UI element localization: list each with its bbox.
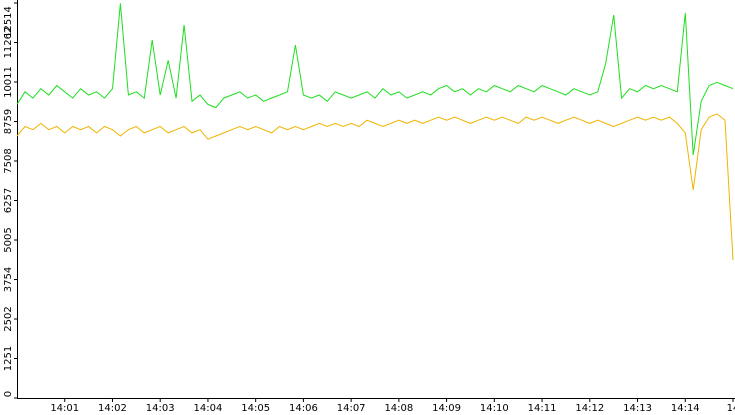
y-tick-label: 8759: [3, 109, 14, 134]
y-tick-label: 10011: [3, 66, 14, 98]
series-line: [16, 113, 734, 261]
y-tick-label: 2502: [3, 306, 14, 331]
series-line: [16, 3, 734, 156]
x-tick-label: 14:06: [289, 403, 318, 414]
x-tick-label: 14:04: [194, 403, 223, 414]
x-tick-label: 14:02: [98, 403, 127, 414]
y-tick-label: 12514: [3, 6, 14, 38]
x-tick-label: 14:14: [671, 403, 700, 414]
x-tick-label: 14:05: [241, 403, 270, 414]
y-tick-label: 7508: [3, 148, 14, 173]
x-tick-label: 14:09: [432, 403, 461, 414]
x-tick-label: 14:13: [623, 403, 652, 414]
y-tick-label: 6257: [3, 188, 14, 213]
x-tick-label: 14:12: [575, 403, 604, 414]
x-tick-label: 14: [727, 403, 735, 414]
x-tick-label: 14:01: [50, 403, 79, 414]
y-tick-label: 5005: [3, 227, 14, 252]
y-tick-label: 1251: [3, 346, 14, 371]
x-tick-label: 14:07: [337, 403, 366, 414]
y-tick-label: 0: [3, 391, 14, 397]
x-tick-label: 14:11: [528, 403, 557, 414]
x-tick-label: 14:10: [480, 403, 509, 414]
y-tick-label: 11262: [3, 27, 14, 59]
x-tick-label: 14:03: [146, 403, 175, 414]
y-tick-label: 3754: [3, 267, 14, 292]
x-tick-label: 14:08: [384, 403, 413, 414]
